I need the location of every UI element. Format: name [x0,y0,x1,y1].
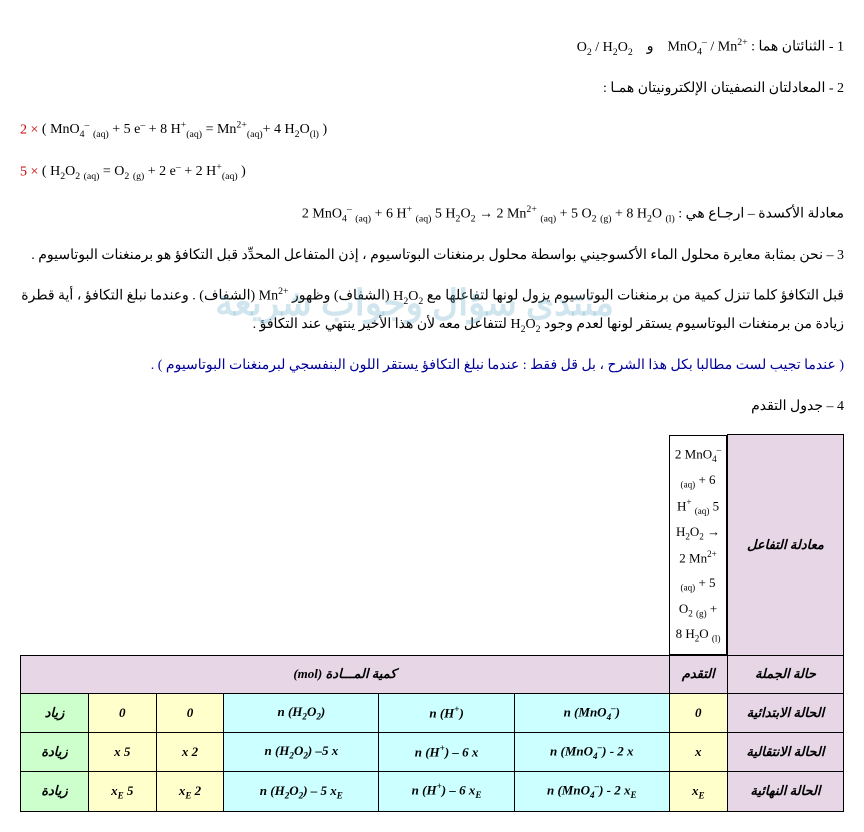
c13: n (H2O2) –5 x [224,733,379,772]
state-0: الحالة الابتدائية [727,693,843,732]
p-h2o2: H2O2 [393,284,423,311]
p-before: قبل التكافؤ كلما تنزل كمية من برمنغنات ا… [427,289,844,304]
state-2: الحالة النهائية [727,772,843,811]
c22: n (H+) – 6 xE [379,772,515,811]
oxid-eq: 2 MnO4– (aq) + 6 H+ (aq) 5 H2O2 → 2 Mn2+… [302,201,675,229]
th-progress: التقدم [669,656,727,694]
table-row-reaction: معادلة التفاعل 2 MnO4– (aq) + 6 H+ (aq) … [21,435,844,656]
c04: 0 [156,693,224,732]
p-end: لتتفاعل معه لأن هذا الأخير ينتهي عند الت… [253,317,507,332]
oxid-lead: معادلة الأكسدة – ارجـاع هي : [678,206,844,221]
x-1: x [669,733,727,772]
pair1: MnO4– / Mn2+ [668,34,748,62]
table-row-headers: حالة الجملة التقدم كمية المـــادة (mol) [21,656,844,694]
half-eq-1: 2 × ( MnO4– (aq) + 5 e– + 8 H+(aq) = Mn2… [20,117,844,145]
th-reaction: معادلة التفاعل [727,435,843,656]
line-couples: 1 - الثنائتان هما : MnO4– / Mn2+ و O2 / … [20,34,844,62]
c02: n (H+) [379,693,515,732]
half-eq-2: 5 × ( H2O2 (aq) = O2 (g) + 2 e– + 2 H+(a… [20,159,844,187]
eq2-coef: 5 × [20,164,38,179]
line-4: 4 – جدول التقدم [20,394,844,421]
c15: 5 x [88,733,156,772]
line-halfeq-title: 2 - المعادلتان النصفيتان الإلكترونيتان ه… [20,76,844,103]
c23: n (H2O2) – 5 xE [224,772,379,811]
c11: n (MnO4–) - 2 x [514,733,669,772]
th-state: حالة الجملة [727,656,843,694]
progress-table: معادلة التفاعل 2 MnO4– (aq) + 6 H+ (aq) … [20,434,844,811]
c12: n (H+) – 6 x [379,733,515,772]
table-row: الحالة الانتقالية x n (MnO4–) - 2 x n (H… [21,733,844,772]
note-blue: ( عندما تجيب لست مطالبا بكل هذا الشرح ، … [20,353,844,380]
p-mid: (الشفاف) وظهور [292,289,390,304]
explanation: قبل التكافؤ كلما تنزل كمية من برمنغنات ا… [20,283,844,338]
p-mn: Mn2+ [259,283,289,310]
c21: n (MnO4–) - 2 xE [514,772,669,811]
eq1-coef: 2 × [20,122,38,137]
c01: n (MnO4–) [514,693,669,732]
eq1-body: ( MnO4– (aq) + 5 e– + 8 H+(aq) = Mn2+(aq… [42,122,327,137]
table-row: الحالة النهائية xE n (MnO4–) - 2 xE n (H… [21,772,844,811]
c14: 2 x [156,733,224,772]
c26: زيادة [21,772,89,811]
oxidation-line: معادلة الأكسدة – ارجـاع هي : 2 MnO4– (aq… [20,201,844,229]
eq2-body: ( H2O2 (aq) = O2 (g) + 2 e– + 2 H+(aq) ) [42,164,246,179]
reaction-eq: 2 MnO4– (aq) + 6 H+ (aq) 5 H2O2 → 2 Mn2+… [669,435,727,656]
c24: 2 xE [156,772,224,811]
p-h2o2b: H2O2 [510,312,540,339]
and: و [647,40,654,55]
c25: 5 xE [88,772,156,811]
c06: زياد [21,693,89,732]
line-3: 3 – نحن بمثابة معايرة محلول الماء الأكسو… [20,243,844,270]
c05: 0 [88,693,156,732]
x-0: 0 [669,693,727,732]
state-1: الحالة الانتقالية [727,733,843,772]
c03: n (H2O2) [224,693,379,732]
th-qty: كمية المـــادة (mol) [21,656,670,694]
c16: زيادة [21,733,89,772]
l1-lead: 1 - الثنائتان هما : [751,40,844,55]
table-row: الحالة الابتدائية 0 n (MnO4–) n (H+) n (… [21,693,844,732]
x-2: xE [669,772,727,811]
pair2: O2 / H2O2 [577,35,633,62]
